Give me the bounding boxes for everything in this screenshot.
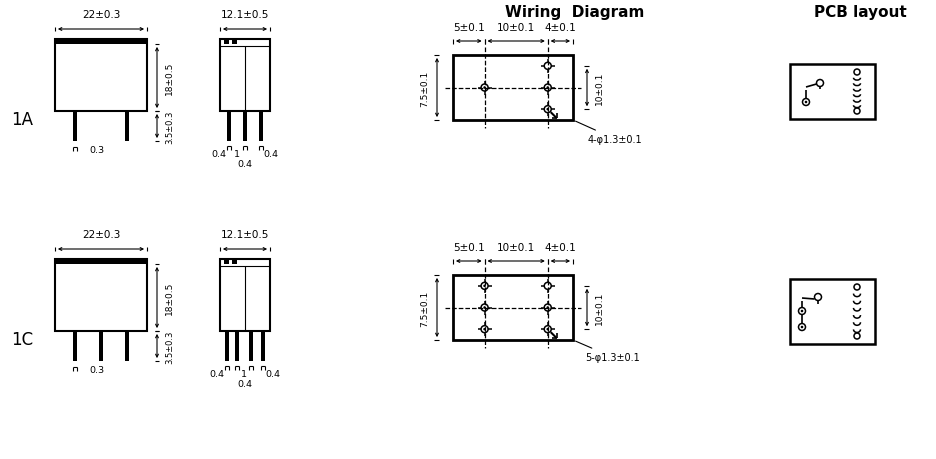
Bar <box>55 259 147 331</box>
Bar <box>789 280 874 344</box>
Circle shape <box>800 310 802 313</box>
Bar <box>789 65 874 120</box>
Bar <box>235 331 239 361</box>
Bar <box>232 260 237 264</box>
Text: Wiring  Diagram: Wiring Diagram <box>505 5 644 19</box>
Bar <box>227 112 231 142</box>
Bar <box>99 331 103 361</box>
Text: 1C: 1C <box>11 330 33 348</box>
Text: 10±0.1: 10±0.1 <box>496 23 534 33</box>
Circle shape <box>483 285 486 287</box>
Bar <box>452 275 573 340</box>
Bar <box>55 40 147 45</box>
Circle shape <box>483 87 486 90</box>
Bar <box>452 56 573 121</box>
Bar <box>220 40 270 112</box>
Text: 18±0.5: 18±0.5 <box>165 62 173 95</box>
Text: 0.4: 0.4 <box>210 369 225 379</box>
Bar <box>55 40 147 112</box>
Text: 7.5±0.1: 7.5±0.1 <box>420 70 429 106</box>
Text: 22±0.3: 22±0.3 <box>81 230 120 240</box>
Bar <box>232 41 237 45</box>
Bar <box>249 331 253 361</box>
Text: 1: 1 <box>234 150 240 159</box>
Text: 4±0.1: 4±0.1 <box>544 242 576 252</box>
Text: 22±0.3: 22±0.3 <box>81 10 120 20</box>
Text: 12.1±0.5: 12.1±0.5 <box>221 10 269 20</box>
Bar <box>124 112 129 142</box>
Text: 1: 1 <box>241 369 247 379</box>
Text: 0.4: 0.4 <box>265 369 280 379</box>
Text: 0.4: 0.4 <box>212 150 227 159</box>
Circle shape <box>546 307 548 309</box>
Circle shape <box>546 109 548 111</box>
Text: 4±0.1: 4±0.1 <box>544 23 576 33</box>
Text: 18±0.5: 18±0.5 <box>165 281 173 314</box>
Text: 12.1±0.5: 12.1±0.5 <box>221 230 269 240</box>
Bar <box>242 112 247 142</box>
Text: 5±0.1: 5±0.1 <box>452 242 484 252</box>
Circle shape <box>800 326 802 329</box>
Bar <box>261 331 265 361</box>
Text: 1A: 1A <box>11 111 33 129</box>
Circle shape <box>483 307 486 309</box>
Text: 3.5±0.3: 3.5±0.3 <box>166 110 174 143</box>
Text: 10±0.1: 10±0.1 <box>593 72 603 105</box>
Bar <box>224 260 228 264</box>
Bar <box>225 331 228 361</box>
Bar <box>220 259 270 331</box>
Text: 5±0.1: 5±0.1 <box>452 23 484 33</box>
Text: 10±0.1: 10±0.1 <box>496 242 534 252</box>
Text: PCB layout: PCB layout <box>812 5 905 19</box>
Bar <box>258 112 263 142</box>
Text: 0.3: 0.3 <box>89 146 104 155</box>
Text: 0.4: 0.4 <box>237 160 252 169</box>
Bar <box>124 331 129 361</box>
Bar <box>73 112 77 142</box>
Bar <box>73 331 77 361</box>
Text: 10±0.1: 10±0.1 <box>593 291 603 325</box>
Circle shape <box>483 328 486 331</box>
Circle shape <box>546 87 548 90</box>
Bar <box>224 41 228 45</box>
Text: 3.5±0.3: 3.5±0.3 <box>166 330 174 363</box>
Text: 7.5±0.1: 7.5±0.1 <box>420 290 429 326</box>
Text: 4-φ1.3±0.1: 4-φ1.3±0.1 <box>575 122 642 145</box>
Text: 0.4: 0.4 <box>263 150 278 159</box>
Text: 0.3: 0.3 <box>89 366 104 375</box>
Text: 0.4: 0.4 <box>237 380 252 389</box>
Circle shape <box>804 101 807 104</box>
Bar <box>55 259 147 264</box>
Text: 5-φ1.3±0.1: 5-φ1.3±0.1 <box>575 341 639 362</box>
Circle shape <box>546 328 548 331</box>
